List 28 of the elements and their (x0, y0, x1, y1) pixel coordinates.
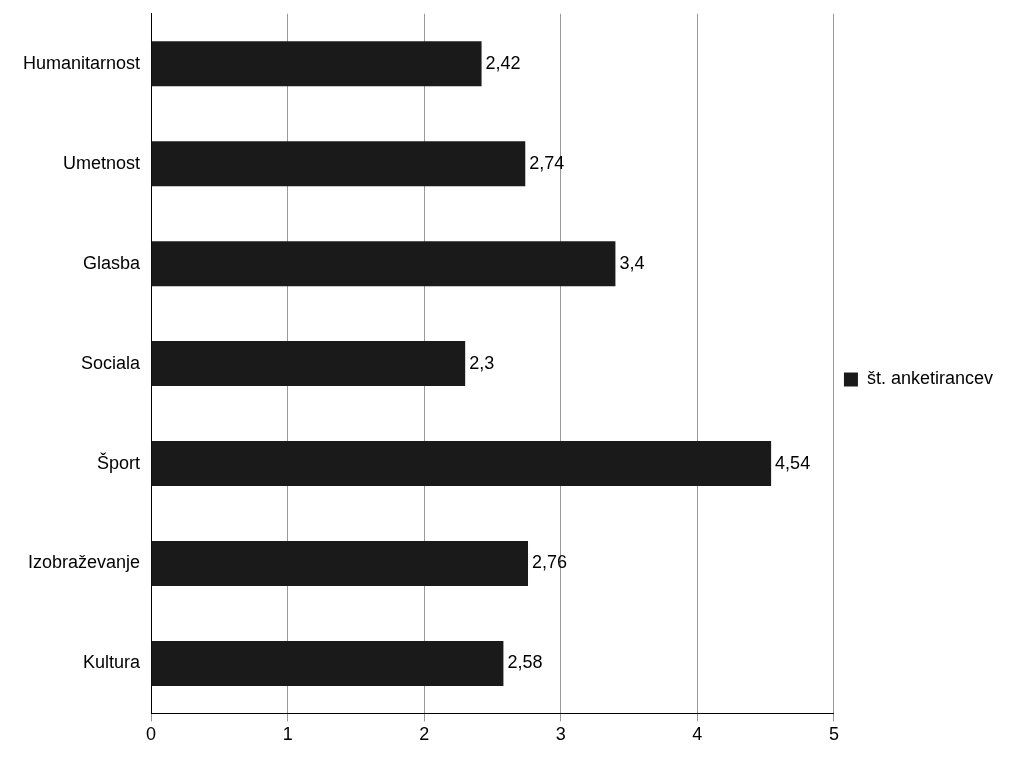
data-label: 3,4 (619, 252, 645, 273)
x-tick-label: 0 (146, 724, 157, 745)
bar (151, 441, 772, 487)
data-label: 2,58 (507, 652, 543, 673)
y-tick-label: Izobraževanje (27, 552, 141, 573)
x-tick-label: 3 (555, 724, 566, 745)
y-tick-label: Glasba (83, 252, 142, 273)
x-tick-label: 2 (419, 724, 430, 745)
x-tick-label: 1 (282, 724, 293, 745)
data-label: 2,42 (485, 52, 521, 73)
y-tick-label: Sociala (81, 352, 142, 373)
legend-label: št. anketirancev (866, 368, 993, 389)
y-tick-label: Umetnost (63, 152, 141, 173)
data-label: 2,74 (529, 152, 565, 173)
y-tick-label: Kultura (83, 652, 142, 673)
bar (151, 640, 504, 686)
x-tick-label: 5 (828, 724, 839, 745)
y-tick-label: Šport (97, 451, 141, 473)
data-label: 2,3 (469, 352, 495, 373)
bar (151, 41, 482, 87)
data-label: 2,76 (532, 552, 568, 573)
bar (151, 141, 526, 187)
y-tick-label: Humanitarnost (22, 52, 141, 73)
bar (151, 541, 529, 586)
bar (151, 241, 616, 287)
data-label: 4,54 (775, 452, 811, 473)
x-tick-label: 4 (692, 724, 703, 745)
bar (151, 341, 466, 387)
